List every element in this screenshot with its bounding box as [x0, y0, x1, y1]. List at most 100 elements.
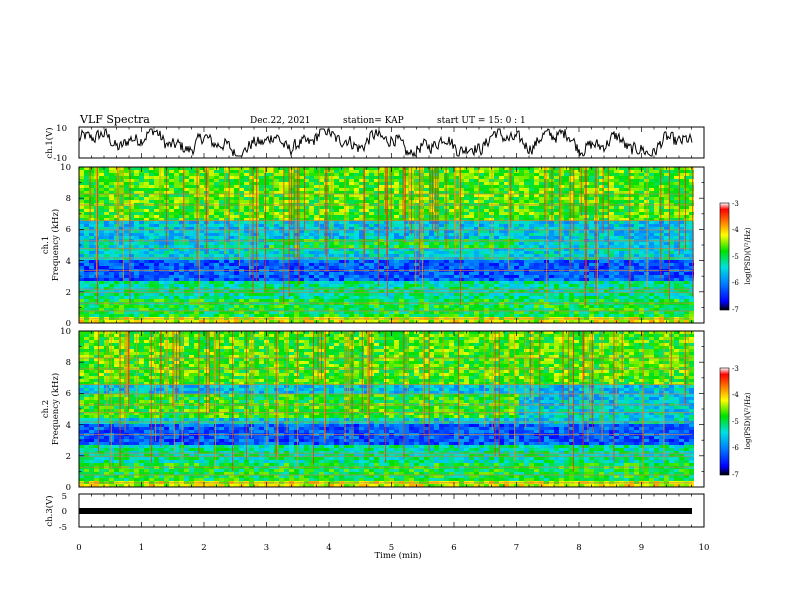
spectrogram-cell [314, 299, 319, 302]
spectrogram-cell [389, 284, 394, 287]
spectrogram-cell [179, 191, 184, 194]
spectrogram-cell [399, 236, 404, 239]
spectrogram-cell [399, 224, 404, 227]
spectrogram-cell [209, 176, 214, 179]
spectrogram-cell [399, 167, 404, 170]
spectrogram-cell [369, 260, 374, 263]
spectrogram-cell [174, 212, 179, 215]
spectrogram-cell [494, 272, 499, 275]
spectrogram-cell [184, 266, 189, 269]
spectrogram-cell [144, 242, 149, 245]
spectrogram-cell [414, 287, 419, 290]
spectrogram-cell [129, 191, 134, 194]
spectrogram-cell [429, 167, 434, 170]
spectrogram-cell [129, 185, 134, 188]
spectrogram-cell [114, 293, 119, 296]
spectrogram-cell [334, 272, 339, 275]
spectrogram-cell [424, 236, 429, 239]
spectrogram-cell [499, 320, 504, 323]
spectrogram-cell [99, 251, 104, 254]
spectrogram-cell [254, 281, 259, 284]
spectrogram-cell [249, 230, 254, 233]
spectrogram-cell [94, 320, 99, 323]
spectrogram-cell [394, 242, 399, 245]
spectrogram-cell [164, 248, 169, 251]
spectrogram-cell [484, 245, 489, 248]
spectrogram-cell [84, 251, 89, 254]
spectrogram-cell [514, 200, 519, 203]
spectrogram-cell [114, 284, 119, 287]
spectrogram-cell [114, 185, 119, 188]
spectrogram-cell [144, 236, 149, 239]
spectrogram-cell [149, 236, 154, 239]
spectrogram-cell [309, 320, 314, 323]
spectrogram-cell [89, 275, 94, 278]
spectrogram-cell [354, 254, 359, 257]
spectrogram-cell [124, 275, 129, 278]
spectrogram-cell [319, 245, 324, 248]
spectrogram-cell [99, 266, 104, 269]
spectrogram-cell [229, 278, 234, 281]
spectrogram-cell [399, 179, 404, 182]
spectrogram-cell [154, 218, 159, 221]
spectrogram-cell [329, 260, 334, 263]
spectrogram-cell [329, 290, 334, 293]
spectrogram-cell [504, 182, 509, 185]
spectrogram-cell [179, 251, 184, 254]
spectrogram-cell [159, 308, 164, 311]
spectrogram-cell [184, 272, 189, 275]
spectrogram-cell [154, 254, 159, 257]
spectrogram-cell [299, 314, 304, 317]
spectrogram-cell [509, 188, 514, 191]
spectrogram-cell [79, 242, 84, 245]
spectrogram-cell [454, 263, 459, 266]
spectrogram-cell [89, 266, 94, 269]
spectrogram-cell [469, 212, 474, 215]
spectrogram-cell [509, 248, 514, 251]
spectrogram-cell [314, 179, 319, 182]
spectrogram-cell [549, 245, 554, 248]
spectrogram-cell [404, 251, 409, 254]
spectrogram-cell [204, 293, 209, 296]
spectrogram-cell [504, 314, 509, 317]
spectrogram-cell [84, 314, 89, 317]
spectrogram-cell [224, 260, 229, 263]
spectrogram-cell [159, 221, 164, 224]
spectrogram-cell [344, 287, 349, 290]
spectrogram-cell [319, 167, 324, 170]
spectrogram-cell [499, 224, 504, 227]
spectrogram-cell [174, 209, 179, 212]
spectrogram-cell [524, 287, 529, 290]
spectrogram-cell [179, 320, 184, 323]
spectrogram-cell [539, 215, 544, 218]
spectrogram-cell [99, 200, 104, 203]
spectrogram-cell [419, 284, 424, 287]
spectrogram-cell [129, 200, 134, 203]
spectrogram-cell [239, 224, 244, 227]
spectrogram-cell [274, 296, 279, 299]
spectrogram-cell [329, 275, 334, 278]
spectrogram-cell [274, 188, 279, 191]
spectrogram-cell [379, 281, 384, 284]
spectrogram-cell [129, 251, 134, 254]
spectrogram-cell [179, 314, 184, 317]
spectrogram-cell [434, 230, 439, 233]
spectrogram-cell [454, 299, 459, 302]
spectrogram-cell [549, 314, 554, 317]
spectrogram-cell [289, 272, 294, 275]
spectrogram-cell [304, 242, 309, 245]
spectrogram-cell [334, 278, 339, 281]
spectrogram-cell [404, 266, 409, 269]
spectrogram-cell [379, 299, 384, 302]
spectrogram-cell [429, 173, 434, 176]
spectrogram-cell [159, 287, 164, 290]
spectrogram-cell [454, 194, 459, 197]
spectrogram-cell [229, 308, 234, 311]
spectrogram-cell [479, 293, 484, 296]
spectrogram-cell [474, 242, 479, 245]
spectrogram-cell [304, 296, 309, 299]
spectrogram-cell [234, 221, 239, 224]
spectrogram-cell [274, 191, 279, 194]
spectrogram-cell [434, 194, 439, 197]
spectrogram-cell [114, 260, 119, 263]
